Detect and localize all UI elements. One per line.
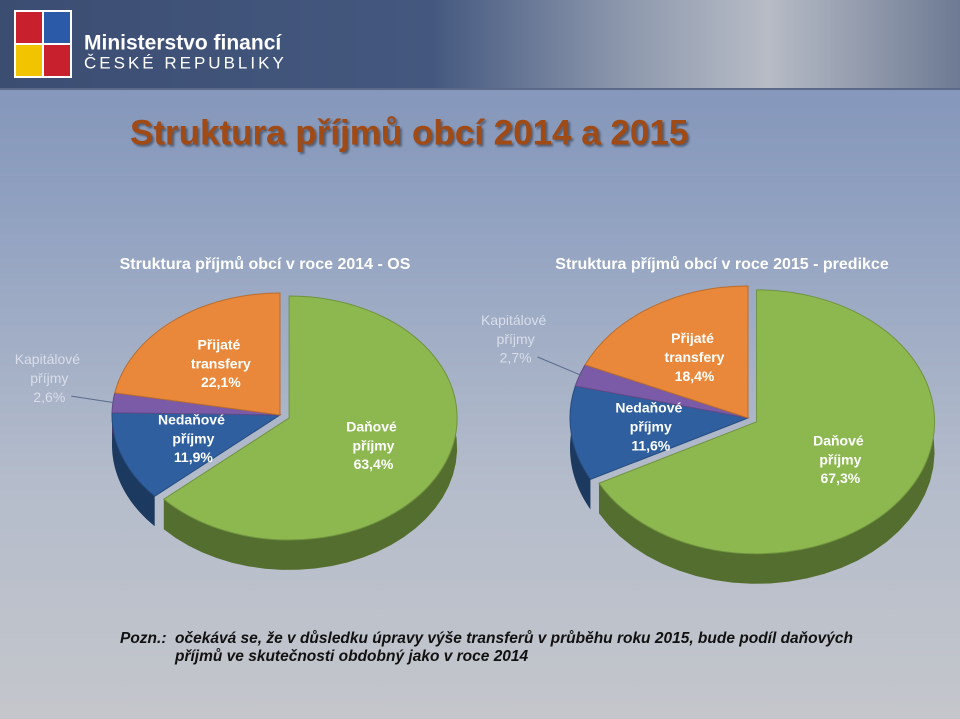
note: Pozn.: očekává se, že v důsledku úpravy … — [120, 630, 900, 666]
slice-value-label: 22,1% — [201, 374, 241, 390]
slice-value-label: 2,6% — [33, 389, 65, 405]
note-text: očekává se, že v důsledku úpravy výše tr… — [175, 630, 853, 665]
header — [0, 0, 960, 90]
leader-line — [71, 395, 117, 404]
pie-slice — [111, 412, 282, 497]
slice-value-label: 67,3% — [821, 470, 861, 486]
slide-title: Struktura příjmů obcí 2014 a 2015 — [130, 113, 688, 152]
chart-title: Struktura příjmů obcí v roce 2015 - pred… — [555, 256, 889, 273]
slice-value-label: 11,9% — [174, 449, 213, 465]
leader-line — [537, 356, 584, 377]
slice-label: Nedaňové příjmy — [615, 399, 686, 434]
pie-slice — [584, 285, 749, 419]
emblem — [14, 10, 72, 78]
slice-label: Kapitálové příjmy — [481, 312, 550, 347]
slice-value-label: 2,7% — [500, 350, 532, 366]
pie-slice-side — [112, 412, 155, 527]
pie-slice-side — [163, 295, 458, 570]
pie-slice — [114, 292, 281, 416]
slice-value-label: 18,4% — [675, 368, 715, 384]
slice-label: Daňové příjmy — [346, 418, 400, 453]
slice-label: Daňové příjmy — [813, 432, 867, 467]
pie-slice — [162, 295, 458, 541]
slice-label: Nedaňové příjmy — [158, 411, 229, 446]
slice-label: Kapitálové příjmy — [15, 351, 84, 386]
slice-value-label: 63,4% — [354, 456, 394, 472]
pie-slice-side — [570, 385, 591, 510]
pie-slice — [569, 385, 750, 481]
pie-slice — [598, 289, 936, 555]
chart-title: Struktura příjmů obcí v roce 2014 - OS — [120, 256, 411, 273]
slice-value-label: 11,6% — [631, 437, 670, 453]
ministry-country: ČESKÉ REPUBLIKY — [84, 53, 287, 72]
slice-label: Přijaté transfery — [665, 330, 725, 365]
ministry-name: Ministerstvo financí — [84, 32, 282, 55]
note-label: Pozn.: — [120, 630, 167, 647]
slice-label: Přijaté transfery — [191, 336, 251, 371]
